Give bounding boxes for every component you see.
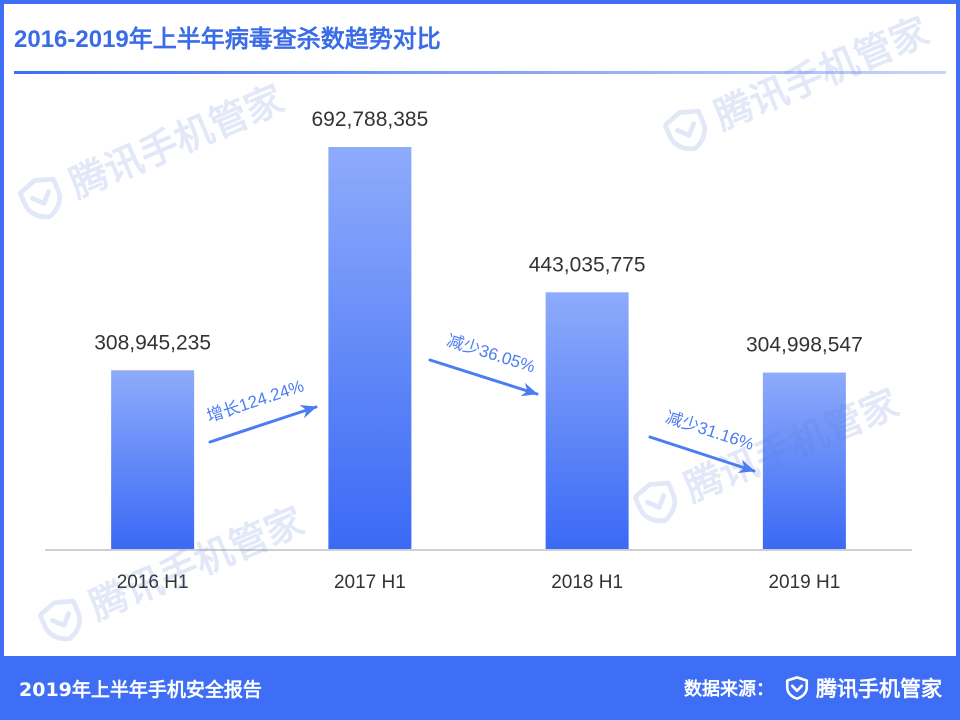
source-label: 数据来源： — [684, 679, 774, 700]
title-underline — [14, 71, 946, 74]
trend-arrows: 增长124.24%减少36.05%减少31.16% — [204, 331, 756, 473]
category-label-2016-h1: 2016 H1 — [117, 572, 189, 593]
footer-bar: 2019年上半年手机安全报告 数据来源： 腾讯手机管家 — [0, 656, 960, 720]
value-labels: 308,945,235 692,788,385 443,035,775 304,998… — [94, 108, 863, 357]
bar-2016-h1 — [111, 370, 195, 550]
bar-2019-h1 — [762, 372, 846, 550]
trend-arrow-3 — [648, 435, 756, 473]
bar-2017-h1 — [328, 147, 412, 550]
trend-arrow-1 — [208, 405, 318, 444]
category-label-2018-h1: 2018 H1 — [551, 572, 623, 593]
category-label-2017-h1: 2017 H1 — [334, 572, 406, 593]
bars — [111, 147, 846, 550]
shield-check-icon — [785, 676, 809, 700]
report-title: 2019年上半年手机安全报告 — [19, 678, 262, 701]
data-source: 数据来源： 腾讯手机管家 — [684, 673, 942, 703]
bar-2018-h1 — [545, 292, 629, 550]
trend-arrow-2 — [428, 358, 539, 397]
brand-name: 腾讯手机管家 — [816, 677, 942, 701]
category-label-2019-h1: 2019 H1 — [768, 572, 840, 593]
category-labels: 2016 H1 2017 H1 2018 H1 2019 H1 — [117, 572, 841, 593]
value-label-2019-h1: 304,998,547 — [746, 334, 863, 357]
value-label-2018-h1: 443,035,775 — [529, 253, 646, 276]
trend-annotation-1: 增长124.24% — [204, 376, 306, 426]
value-label-2016-h1: 308,945,235 — [94, 331, 211, 354]
chart-title: 2016-2019年上半年病毒查杀数趋势对比 — [14, 26, 441, 53]
value-label-2017-h1: 692,788,385 — [311, 108, 428, 131]
